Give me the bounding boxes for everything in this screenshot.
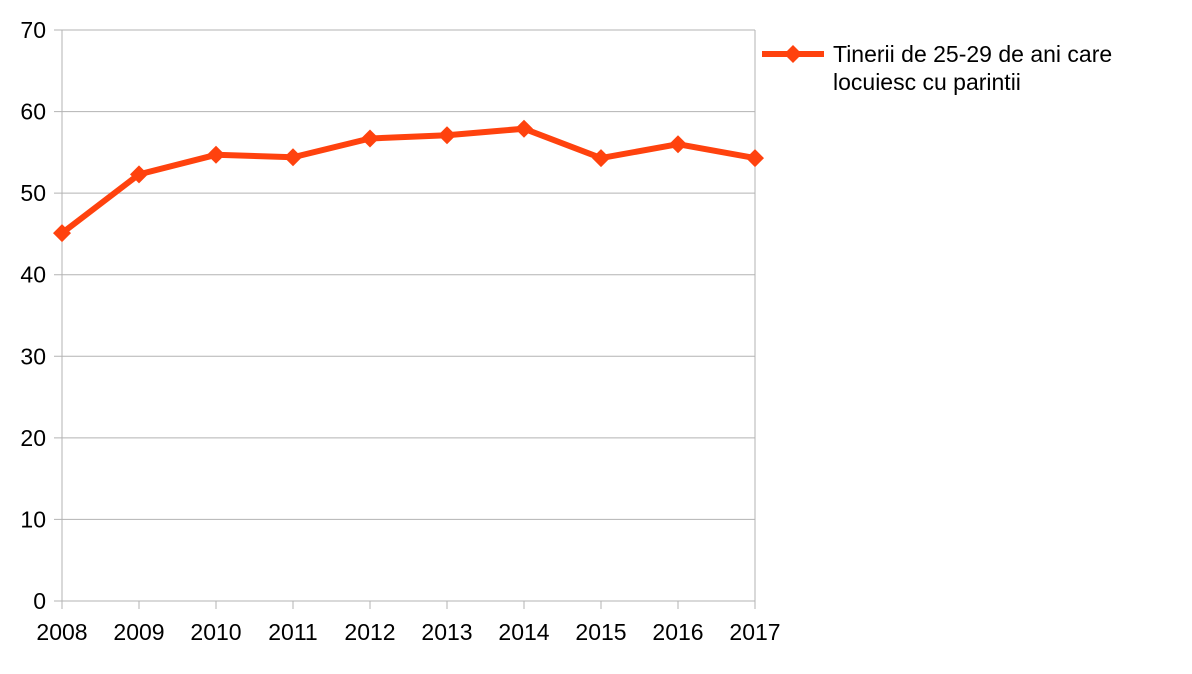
series-marker-diamond [746, 149, 764, 168]
y-axis-tick-label: 20 [20, 425, 46, 451]
y-axis-tick-label: 10 [20, 506, 46, 532]
x-axis-tick-label: 2017 [729, 619, 780, 645]
series-marker-diamond [53, 224, 71, 243]
series-marker-diamond [130, 165, 148, 184]
series-marker-diamond [207, 145, 225, 164]
x-axis-tick-label: 2008 [36, 619, 87, 645]
y-axis-tick-label: 0 [33, 588, 46, 614]
legend-series-marker-icon [762, 45, 824, 63]
series-marker-diamond [438, 126, 456, 145]
x-axis-tick-label: 2016 [652, 619, 703, 645]
y-axis-tick-label: 40 [20, 262, 46, 288]
legend: Tinerii de 25-29 de ani care locuiesc cu… [761, 40, 1168, 96]
x-axis-tick-label: 2009 [113, 619, 164, 645]
legend-marker-diamond-icon [784, 45, 802, 63]
y-axis-tick-label: 30 [20, 343, 46, 369]
x-axis-tick-label: 2012 [344, 619, 395, 645]
x-axis-tick-label: 2014 [498, 619, 549, 645]
x-axis-tick-label: 2015 [575, 619, 626, 645]
series-marker-diamond [284, 148, 302, 167]
y-axis-tick-label: 70 [20, 17, 46, 43]
y-axis-tick-label: 50 [20, 180, 46, 206]
series-marker-diamond [515, 119, 533, 138]
x-axis-tick-label: 2011 [268, 619, 317, 645]
legend-label: Tinerii de 25-29 de ani care locuiesc cu… [833, 41, 1113, 95]
series-marker-diamond [669, 135, 687, 154]
x-axis-tick-label: 2013 [421, 619, 472, 645]
x-axis-tick-label: 2010 [190, 619, 241, 645]
y-axis-tick-label: 60 [20, 99, 46, 125]
series-marker-diamond [361, 129, 379, 148]
series-line [60, 125, 756, 236]
series-marker-diamond [592, 149, 610, 168]
